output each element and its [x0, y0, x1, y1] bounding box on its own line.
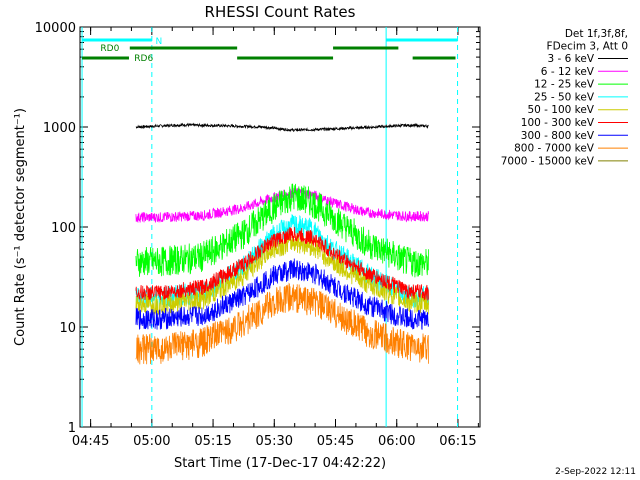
x-tick-label: 05:15 — [194, 434, 231, 449]
legend-label: 25 - 50 keV — [534, 91, 595, 103]
series-line-6 — [135, 258, 429, 330]
y-tick-label: 1000 — [43, 121, 76, 136]
series-line-4 — [135, 231, 429, 315]
legend-label: 100 - 300 keV — [521, 117, 595, 129]
series-line-0 — [135, 122, 429, 133]
x-tick-label: 05:45 — [317, 434, 354, 449]
legend-label: 800 - 7000 keV — [514, 143, 595, 155]
y-axis-label-text: Count Rate (s⁻¹ detector segment⁻¹) — [13, 108, 28, 346]
series-line-7 — [135, 282, 429, 365]
legend-label: 3 - 6 keV — [547, 53, 594, 65]
flag-label-rd6: RD6 — [134, 54, 153, 64]
flag-label-rd0: RD0 — [100, 44, 119, 54]
legend-label: 300 - 800 keV — [521, 130, 595, 142]
chart-title: RHESSI Count Rates — [205, 3, 356, 21]
date-stamp: 2-Sep-2022 12:11 — [555, 467, 636, 477]
y-tick-label: 10 — [59, 321, 76, 336]
x-tick-label: 06:00 — [378, 434, 415, 449]
x-tick-label: 06:15 — [439, 434, 476, 449]
y-tick-label: 1 — [68, 421, 76, 436]
data-series — [135, 122, 429, 365]
legend-header: FDecim 3, Att 0 — [547, 41, 628, 53]
legend-header: Det 1f,3f,8f, — [565, 28, 628, 40]
x-tick-label: 04:45 — [72, 434, 109, 449]
legend-label: 50 - 100 keV — [527, 104, 594, 116]
series-line-2 — [135, 183, 429, 278]
x-tick-label: 05:30 — [256, 434, 293, 449]
attenuator-flags: N RD0 RD6 — [81, 27, 459, 427]
legend-label: 6 - 12 keV — [541, 66, 595, 78]
flag-label-n: N — [156, 37, 163, 47]
x-axis-label: Start Time (17-Dec-17 04:42:22) — [174, 456, 386, 471]
y-axis-label: Count Rate (s⁻¹ detector segment⁻¹) — [13, 108, 28, 346]
axis-ticks: 1 10 100 1000 10000 04:45 05:00 05:15 05:30 05:45… — [35, 21, 480, 449]
series-line-5 — [135, 226, 429, 301]
legend-label: 7000 - 15000 keV — [501, 155, 595, 167]
y-tick-label: 10000 — [35, 21, 76, 36]
legend-label: 12 - 25 keV — [534, 79, 595, 91]
y-tick-label: 100 — [51, 221, 76, 236]
x-tick-label: 05:00 — [133, 434, 170, 449]
plot-frame — [79, 26, 481, 428]
